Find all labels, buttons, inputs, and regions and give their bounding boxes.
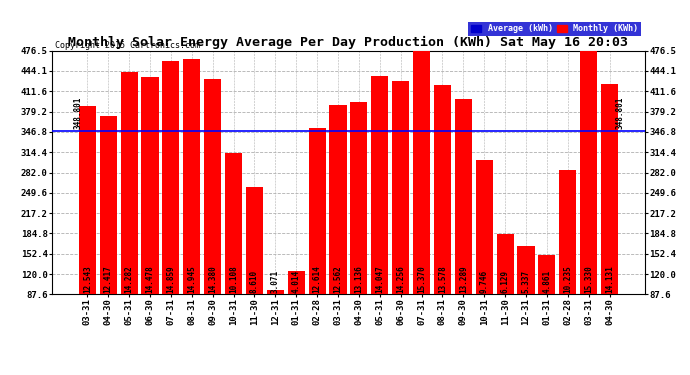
Text: 13.289: 13.289: [459, 266, 468, 293]
Bar: [162, 61, 179, 349]
Bar: [79, 106, 96, 349]
Text: 8.610: 8.610: [250, 270, 259, 293]
Text: 10.108: 10.108: [229, 266, 238, 293]
Text: 13.578: 13.578: [438, 266, 447, 293]
Text: 13.136: 13.136: [355, 266, 364, 293]
Bar: [434, 86, 451, 349]
Title: Monthly Solar Energy Average Per Day Production (KWh) Sat May 16 20:03: Monthly Solar Energy Average Per Day Pro…: [68, 36, 629, 50]
Text: 9.746: 9.746: [480, 270, 489, 293]
Text: 14.047: 14.047: [375, 266, 384, 293]
Bar: [475, 160, 493, 349]
Bar: [288, 271, 305, 349]
Bar: [497, 234, 514, 349]
Text: 12.562: 12.562: [333, 266, 342, 293]
Text: 12.614: 12.614: [313, 266, 322, 293]
Bar: [329, 105, 346, 349]
Text: 14.380: 14.380: [208, 266, 217, 293]
Text: 14.256: 14.256: [396, 266, 405, 293]
Bar: [560, 170, 576, 349]
Text: Copyright 2015 Cartronics.com: Copyright 2015 Cartronics.com: [55, 41, 199, 50]
Bar: [518, 246, 535, 349]
Text: 3.071: 3.071: [270, 270, 280, 293]
Bar: [246, 188, 263, 349]
Bar: [351, 102, 368, 349]
Legend: Average (kWh), Monthly (KWh): Average (kWh), Monthly (KWh): [469, 22, 641, 36]
Bar: [308, 128, 326, 349]
Bar: [455, 99, 472, 349]
Text: 14.859: 14.859: [166, 266, 175, 293]
Text: 14.945: 14.945: [187, 266, 196, 293]
Text: 12.417: 12.417: [104, 266, 112, 293]
Bar: [538, 255, 555, 349]
Text: 4.014: 4.014: [292, 270, 301, 293]
Text: 10.235: 10.235: [563, 266, 572, 293]
Bar: [267, 290, 284, 349]
Text: 15.370: 15.370: [417, 266, 426, 293]
Bar: [183, 59, 200, 349]
Text: 5.337: 5.337: [522, 270, 531, 293]
Text: 12.543: 12.543: [83, 266, 92, 293]
Bar: [601, 84, 618, 349]
Bar: [371, 76, 388, 349]
Bar: [580, 51, 598, 349]
Bar: [225, 153, 242, 349]
Text: 14.478: 14.478: [146, 266, 155, 293]
Text: 348.801: 348.801: [73, 96, 82, 129]
Bar: [392, 81, 409, 349]
Bar: [99, 116, 117, 349]
Text: 14.282: 14.282: [125, 266, 134, 293]
Text: 15.330: 15.330: [584, 266, 593, 293]
Text: 6.129: 6.129: [501, 270, 510, 293]
Text: 348.801: 348.801: [615, 96, 624, 129]
Bar: [141, 77, 159, 349]
Bar: [121, 72, 137, 349]
Bar: [204, 79, 221, 349]
Text: 4.861: 4.861: [542, 270, 551, 293]
Bar: [413, 51, 430, 349]
Text: 14.131: 14.131: [605, 266, 614, 293]
